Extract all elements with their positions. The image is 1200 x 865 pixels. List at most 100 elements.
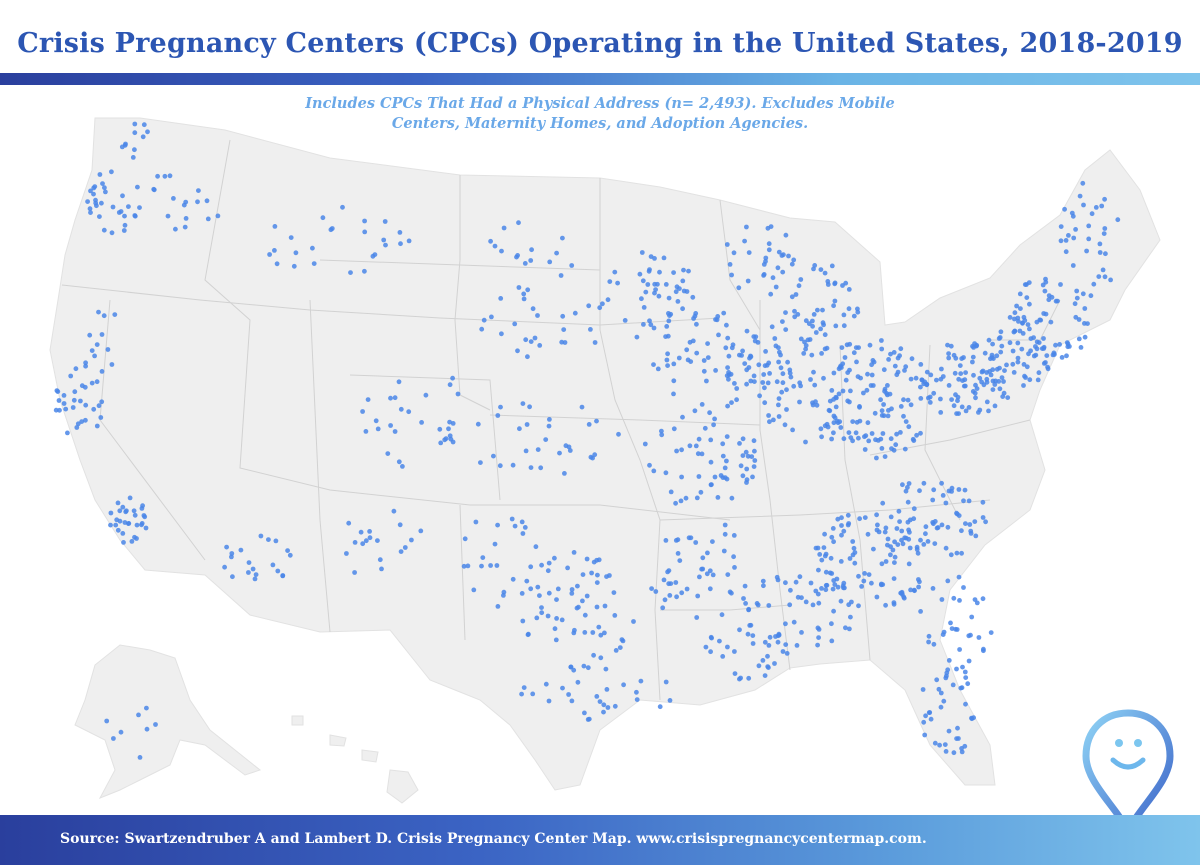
cpc-location-dot xyxy=(602,630,607,636)
cpc-location-dot xyxy=(552,555,557,561)
cpc-location-dot xyxy=(795,312,801,317)
cpc-location-dot xyxy=(737,627,742,633)
cpc-location-dot xyxy=(651,325,657,331)
cpc-location-dot xyxy=(974,342,980,348)
cpc-location-dot xyxy=(597,305,603,311)
cpc-location-dot xyxy=(803,343,809,348)
cpc-location-dot xyxy=(799,630,804,635)
cpc-location-dot xyxy=(530,691,536,697)
cpc-location-dot xyxy=(524,422,530,427)
cpc-location-dot xyxy=(785,359,790,365)
cpc-location-dot xyxy=(930,520,936,525)
cpc-location-dot xyxy=(591,652,596,658)
cpc-location-dot xyxy=(725,403,730,409)
cpc-location-dot xyxy=(539,605,544,610)
cpc-location-dot xyxy=(923,531,928,537)
cpc-location-dot xyxy=(740,473,746,479)
cpc-location-dot xyxy=(882,529,888,535)
cpc-location-dot xyxy=(944,670,950,676)
cpc-location-dot xyxy=(776,414,782,419)
cpc-location-dot xyxy=(883,525,889,531)
cpc-location-dot xyxy=(515,253,520,258)
cpc-location-dot xyxy=(1115,217,1121,223)
cpc-location-dot xyxy=(980,515,986,520)
cpc-location-dot xyxy=(996,379,1002,384)
cpc-location-dot xyxy=(510,576,516,582)
cpc-location-dot xyxy=(959,746,964,751)
cpc-location-dot xyxy=(724,322,729,328)
cpc-location-dot xyxy=(699,451,705,457)
cpc-location-dot xyxy=(878,397,883,403)
cpc-location-dot xyxy=(692,408,698,414)
cpc-location-dot xyxy=(528,465,534,470)
cpc-location-dot xyxy=(594,604,600,610)
cpc-location-dot xyxy=(584,593,590,599)
cpc-location-dot xyxy=(358,529,364,535)
cpc-location-dot xyxy=(835,584,841,590)
cpc-location-dot xyxy=(1011,370,1017,375)
subtitle-line-1: Includes CPCs That Had a Physical Addres… xyxy=(305,95,895,112)
contiguous-us-shape xyxy=(49,117,1161,791)
cpc-location-dot xyxy=(815,307,820,313)
cpc-location-dot xyxy=(377,557,383,563)
cpc-location-dot xyxy=(988,372,994,378)
cpc-location-dot xyxy=(652,290,657,296)
cpc-location-dot xyxy=(103,189,108,195)
map-title: Crisis Pregnancy Centers (CPCs) Operatin… xyxy=(17,28,1183,59)
cpc-locations xyxy=(53,121,1121,760)
cpc-location-dot xyxy=(1027,301,1032,307)
hawaii-big-island xyxy=(386,769,419,804)
cpc-location-dot xyxy=(992,382,998,387)
cpc-location-dot xyxy=(822,553,828,559)
cpc-location-dot xyxy=(927,400,933,405)
cpc-location-dot xyxy=(725,335,731,341)
cpc-location-dot xyxy=(1011,329,1017,335)
cpc-location-dot xyxy=(775,633,781,639)
cpc-location-dot xyxy=(748,378,754,384)
cpc-location-dot xyxy=(111,736,116,741)
cpc-location-dot xyxy=(830,526,836,531)
cpc-location-dot xyxy=(640,278,646,284)
cpc-location-dot xyxy=(665,569,670,575)
cpc-location-dot xyxy=(705,341,710,346)
cpc-location-dot xyxy=(784,651,790,656)
cpc-location-dot xyxy=(524,578,530,584)
cpc-location-dot xyxy=(712,416,717,422)
cpc-location-dot xyxy=(741,596,746,601)
cpc-location-dot xyxy=(903,488,909,494)
cpc-location-dot xyxy=(598,655,604,661)
cpc-location-dot xyxy=(56,398,62,403)
cpc-location-dot xyxy=(125,521,131,526)
cpc-location-dot xyxy=(91,406,97,412)
cpc-location-dot xyxy=(1044,353,1050,358)
cpc-location-dot xyxy=(528,586,534,592)
cpc-location-dot xyxy=(1081,202,1086,208)
cpc-location-dot xyxy=(222,564,228,570)
cpc-location-dot xyxy=(547,417,552,422)
cpc-location-dot xyxy=(1078,345,1084,350)
cpc-location-dot xyxy=(756,663,762,669)
cpc-location-dot xyxy=(788,374,794,380)
cpc-location-dot xyxy=(806,321,812,327)
cpc-location-dot xyxy=(1063,238,1069,243)
cpc-location-dot xyxy=(841,528,847,534)
cpc-location-dot xyxy=(1043,311,1049,317)
cpc-location-dot xyxy=(137,205,142,211)
cpc-location-dot xyxy=(796,283,802,289)
cpc-location-dot xyxy=(521,296,527,302)
cpc-location-dot xyxy=(645,282,651,287)
cpc-location-dot xyxy=(887,391,893,397)
cpc-location-dot xyxy=(813,588,819,594)
footer-bar xyxy=(0,815,1200,865)
cpc-location-dot xyxy=(1021,314,1027,320)
cpc-location-dot xyxy=(601,702,607,708)
cpc-location-dot xyxy=(746,607,751,613)
cpc-location-dot xyxy=(856,573,861,579)
cpc-location-dot xyxy=(780,380,786,386)
cpc-location-dot xyxy=(792,308,797,314)
cpc-location-dot xyxy=(831,430,836,436)
cpc-location-dot xyxy=(381,237,387,243)
cpc-location-dot xyxy=(829,388,835,393)
cpc-location-dot xyxy=(892,539,897,545)
cpc-location-dot xyxy=(1093,205,1099,210)
